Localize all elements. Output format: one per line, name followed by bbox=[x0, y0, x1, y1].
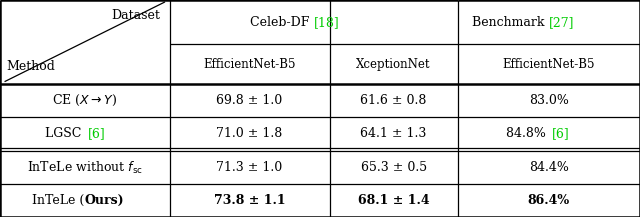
Text: EfficientNet-B5: EfficientNet-B5 bbox=[502, 58, 595, 71]
Text: [18]: [18] bbox=[314, 16, 339, 29]
Text: LGSC: LGSC bbox=[45, 128, 88, 140]
Text: InTeLe (: InTeLe ( bbox=[33, 194, 85, 207]
Text: 68.1 ± 1.4: 68.1 ± 1.4 bbox=[358, 194, 429, 207]
Text: 69.8 ± 1.0: 69.8 ± 1.0 bbox=[216, 94, 283, 107]
Text: 73.8 ± 1.1: 73.8 ± 1.1 bbox=[214, 194, 285, 207]
Text: 84.4%: 84.4% bbox=[529, 161, 569, 174]
Text: [6]: [6] bbox=[88, 128, 106, 140]
Text: Method: Method bbox=[6, 60, 55, 73]
Text: EfficientNet-B5: EfficientNet-B5 bbox=[204, 58, 296, 71]
Text: 61.6 ± 0.8: 61.6 ± 0.8 bbox=[360, 94, 427, 107]
Text: 86.4%: 86.4% bbox=[528, 194, 570, 207]
Text: 65.3 ± 0.5: 65.3 ± 0.5 bbox=[360, 161, 427, 174]
Text: Dataset: Dataset bbox=[111, 9, 160, 22]
Text: 64.1 ± 1.3: 64.1 ± 1.3 bbox=[360, 128, 427, 140]
Text: Celeb-DF: Celeb-DF bbox=[250, 16, 314, 29]
Text: Benchmark: Benchmark bbox=[472, 16, 548, 29]
Text: 71.0 ± 1.8: 71.0 ± 1.8 bbox=[216, 128, 283, 140]
Text: [6]: [6] bbox=[552, 128, 570, 140]
Text: Ours): Ours) bbox=[85, 194, 124, 207]
Text: 71.3 ± 1.0: 71.3 ± 1.0 bbox=[216, 161, 283, 174]
Text: 84.8%: 84.8% bbox=[506, 128, 552, 140]
Text: CE ($X \rightarrow Y$): CE ($X \rightarrow Y$) bbox=[52, 93, 117, 108]
Text: [27]: [27] bbox=[548, 16, 574, 29]
Text: InTeLe without $f_{\mathrm{sc}}$: InTeLe without $f_{\mathrm{sc}}$ bbox=[27, 159, 143, 176]
Text: 83.0%: 83.0% bbox=[529, 94, 569, 107]
Text: XceptionNet: XceptionNet bbox=[356, 58, 431, 71]
